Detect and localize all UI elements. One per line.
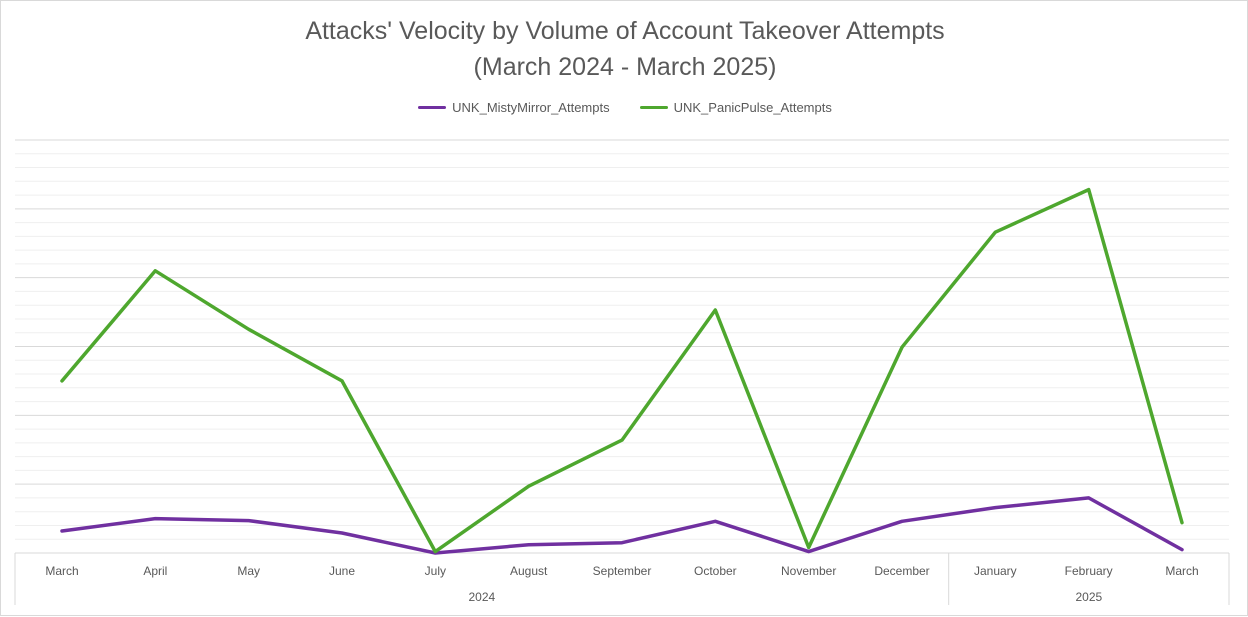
year-group-label: 2025 bbox=[1075, 590, 1102, 604]
x-tick-label: March bbox=[45, 564, 78, 578]
x-tick-label: August bbox=[510, 564, 548, 578]
x-tick-label: July bbox=[425, 564, 446, 578]
x-tick-label: March bbox=[1165, 564, 1198, 578]
x-tick-label: November bbox=[781, 564, 836, 578]
x-tick-label: December bbox=[874, 564, 929, 578]
x-tick-label: January bbox=[974, 564, 1017, 578]
x-tick-label: May bbox=[237, 564, 260, 578]
year-group-label: 2024 bbox=[468, 590, 495, 604]
x-tick-label: February bbox=[1065, 564, 1113, 578]
x-tick-label: September bbox=[593, 564, 652, 578]
x-tick-label: October bbox=[694, 564, 737, 578]
x-tick-label: June bbox=[329, 564, 355, 578]
x-tick-label: April bbox=[143, 564, 167, 578]
series-line-panic-pulse bbox=[62, 190, 1182, 552]
